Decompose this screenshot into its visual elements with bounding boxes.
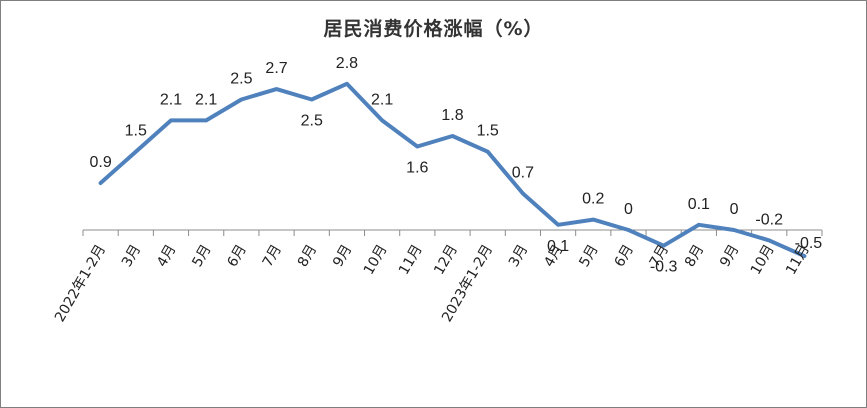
x-tick-label: 9月 bbox=[330, 242, 355, 270]
data-label: 2.8 bbox=[336, 55, 358, 72]
data-label: 1.5 bbox=[477, 123, 499, 140]
x-tick-label: 6月 bbox=[612, 242, 637, 270]
data-label: 2.1 bbox=[371, 91, 393, 108]
series-line bbox=[98, 81, 807, 259]
x-tick-label: 3月 bbox=[119, 242, 144, 270]
x-tick-label: 8月 bbox=[295, 242, 320, 270]
x-tick-label: 11月 bbox=[396, 242, 426, 278]
data-label: 1.5 bbox=[125, 123, 147, 140]
x-tick-label: 2022年1-2月 bbox=[52, 242, 109, 325]
data-label: 0 bbox=[730, 201, 739, 218]
data-label: -0.3 bbox=[650, 259, 678, 276]
x-tick-label: 5月 bbox=[576, 242, 601, 270]
data-label: 1.6 bbox=[406, 159, 428, 176]
data-label: 0.9 bbox=[89, 154, 111, 171]
x-tick-label: 8月 bbox=[682, 242, 707, 270]
x-tick-label: 10月 bbox=[361, 242, 391, 278]
x-tick-label: 4月 bbox=[154, 242, 179, 270]
data-label: -0.5 bbox=[795, 235, 823, 252]
x-axis bbox=[82, 229, 823, 236]
data-label: -0.2 bbox=[755, 211, 783, 228]
data-label: 2.1 bbox=[195, 91, 217, 108]
data-label: 0.2 bbox=[582, 191, 604, 208]
x-tick-label: 10月 bbox=[748, 242, 778, 278]
data-label: 0 bbox=[624, 201, 633, 218]
data-label: 2.7 bbox=[265, 60, 287, 77]
data-labels: 0.9 1.5 2.1 2.1 2.5 2.7 2.5 2.8 2.1 1.6 1.8 1.5 0.7 0… bbox=[89, 55, 822, 276]
x-tick-label: 9月 bbox=[717, 242, 742, 270]
data-label: 2.5 bbox=[301, 113, 323, 130]
series-line-layer bbox=[98, 81, 807, 259]
x-tick-label: 12月 bbox=[431, 242, 461, 278]
x-tick-labels: 2022年1-2月 3月 4月 5月 6月 7月 8月 9月 10月 11月 12月2023年1-2… bbox=[52, 242, 813, 325]
data-label: 2.5 bbox=[230, 71, 252, 88]
x-tick-label: 5月 bbox=[189, 242, 214, 270]
x-tick-label: 6月 bbox=[225, 242, 250, 270]
data-label: 0.1 bbox=[688, 196, 710, 213]
data-label: 0.1 bbox=[547, 238, 569, 255]
chart-title: 居民消费价格涨幅（%） bbox=[323, 18, 544, 40]
data-label: 0.7 bbox=[512, 164, 534, 181]
data-label: 2.1 bbox=[160, 91, 182, 108]
data-label: 1.8 bbox=[441, 107, 463, 124]
x-tick-label: 7月 bbox=[260, 242, 285, 270]
x-tick-label: 3月 bbox=[506, 242, 531, 270]
